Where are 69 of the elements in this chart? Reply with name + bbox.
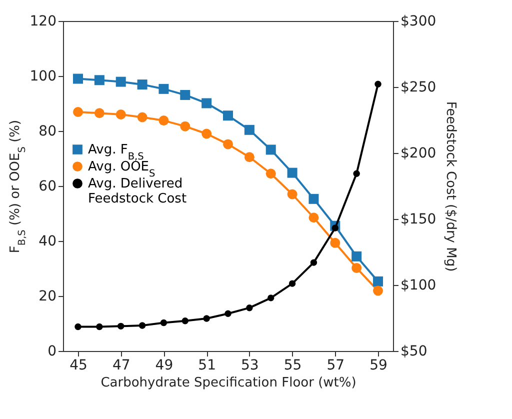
point (223, 139, 233, 150)
point (374, 80, 382, 88)
point (287, 189, 298, 200)
point (137, 112, 148, 122)
point (158, 84, 169, 94)
point (266, 168, 276, 179)
point (244, 152, 254, 162)
point (308, 194, 319, 204)
point (373, 286, 383, 296)
point (180, 90, 190, 100)
point (94, 75, 104, 86)
point (94, 108, 104, 118)
y2-tick-label: $250 (400, 80, 436, 96)
point (118, 322, 124, 330)
point (330, 238, 340, 248)
point (223, 110, 233, 121)
point (116, 110, 126, 120)
point (352, 262, 362, 273)
point (373, 276, 383, 286)
legend-label: Avg. OOE$_{S}$ (88, 160, 156, 179)
x-tick-label: 51 (198, 358, 216, 374)
y2-tick-label: $200 (400, 146, 436, 162)
y2-tick-label: $50 (400, 344, 428, 360)
point (308, 212, 319, 223)
point (73, 107, 83, 118)
y2-tick-label: $300 (400, 14, 436, 30)
point (138, 322, 146, 329)
y-tick-label: 40 (38, 234, 56, 250)
point (73, 74, 83, 84)
y-tick-label: 20 (38, 288, 56, 304)
x-tick-label: 59 (370, 358, 388, 374)
y-tick-label: 80 (38, 124, 56, 140)
point (268, 294, 274, 302)
point (202, 128, 212, 139)
y2-tick-label: $100 (400, 278, 436, 294)
point (158, 116, 169, 126)
y2-tick-label: $150 (400, 212, 436, 228)
point (202, 98, 212, 108)
point (182, 318, 188, 324)
point (74, 323, 82, 330)
y-tick-label: 60 (38, 178, 56, 194)
point (244, 124, 254, 135)
point (137, 80, 148, 90)
y-tick-label: 100 (30, 68, 56, 84)
x-tick-label: 53 (241, 358, 259, 374)
point (352, 251, 362, 262)
point (246, 304, 253, 312)
x-axis-title: Carbohydrate Specification Floor (wt%) (100, 376, 356, 390)
point (288, 280, 296, 287)
x-tick-label: 47 (112, 358, 130, 374)
y-tick-label: 0 (48, 344, 56, 360)
x-tick-label: 57 (326, 358, 345, 374)
x-tick-label: 45 (70, 358, 88, 374)
point (353, 170, 360, 177)
point (116, 76, 126, 87)
legend-label: Avg. Delivered Feedstock Cost (88, 176, 187, 206)
x-tick-label: 55 (284, 358, 302, 374)
y2-axis-title: Feedstock Cost ($/dry Mg) (443, 101, 458, 272)
point (96, 323, 103, 330)
point (160, 319, 168, 326)
x-tick-label: 49 (155, 358, 174, 374)
point (203, 315, 210, 322)
point (310, 259, 318, 266)
point (287, 168, 298, 178)
y-tick-label: 120 (30, 14, 56, 30)
legend-label: Avg. F$_{B,S}$ (88, 142, 144, 162)
point (180, 121, 190, 132)
point (266, 144, 276, 155)
point (224, 310, 232, 317)
